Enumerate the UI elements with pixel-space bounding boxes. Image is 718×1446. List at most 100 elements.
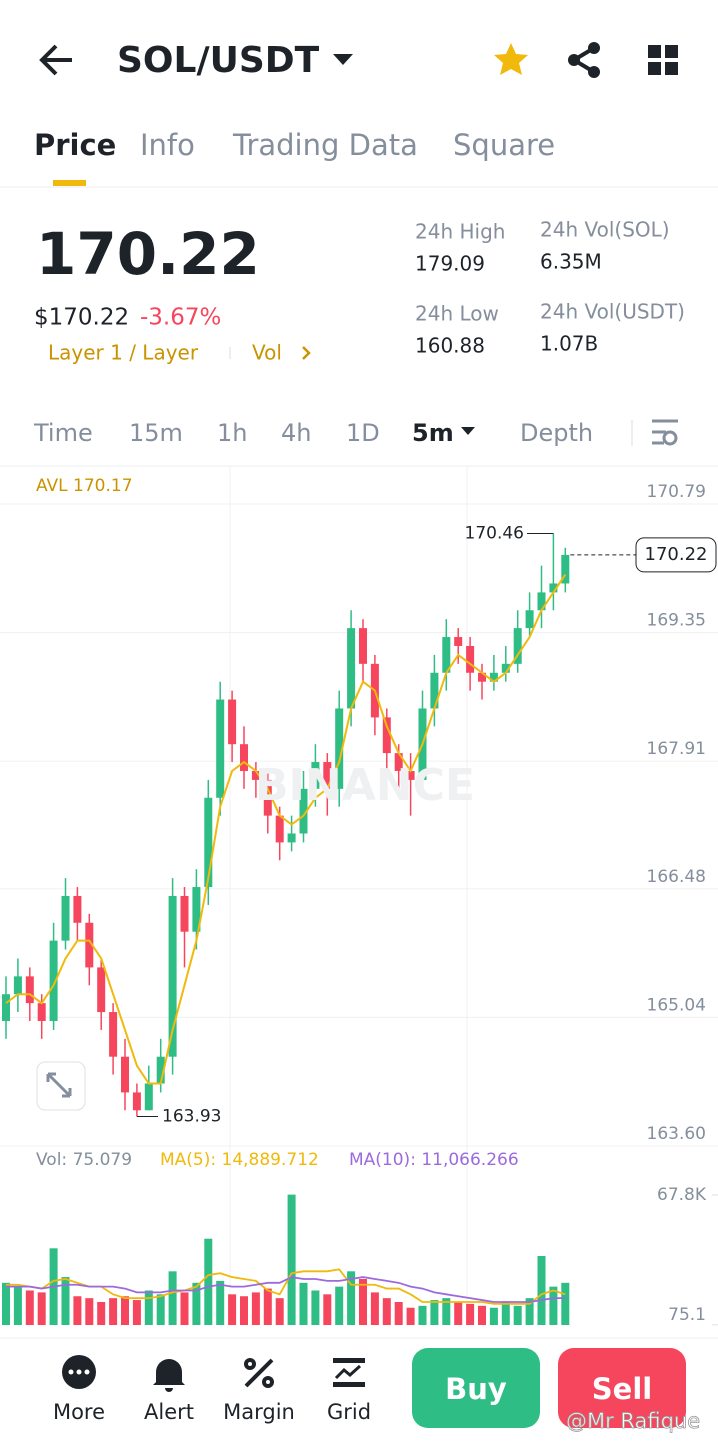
candle-body [144,1083,153,1111]
volume-bar [561,1282,570,1325]
candle-body [156,1056,165,1084]
interval-dropdown[interactable] [461,427,475,435]
candle-body [25,976,34,1004]
candle-body [489,672,498,682]
candle-body [311,762,320,789]
toolbar-label[interactable]: Grid [327,1400,371,1424]
candle-body [49,940,58,1021]
last-price-tag [635,537,717,573]
star-icon[interactable] [494,43,528,75]
candle-body [430,672,439,709]
dropdown-icon[interactable] [333,54,353,65]
volume-bar [109,1298,118,1325]
toolbar-label[interactable]: Margin [223,1400,295,1424]
candle-body [335,708,344,789]
sell-label[interactable]: Sell [592,1372,652,1406]
candle-body [513,628,522,664]
vol-tick-label: 67.8K [657,1185,707,1205]
candle-body [121,1056,129,1093]
volume-bar [513,1305,522,1325]
volume-bar [311,1290,320,1325]
stat-label: 24h Low [415,302,499,326]
candle-body [263,779,272,816]
volume-bar [394,1301,403,1325]
candle-body [287,833,296,843]
volume-bar [275,1298,284,1325]
interval[interactable]: Depth [520,419,593,447]
last-price: 170.22 [36,220,260,288]
candle-body [168,895,177,1057]
vol-ma10-label: MA(10): 11,066.266 [349,1150,519,1170]
vol-ma5-label: MA(5): 14,889.712 [160,1150,319,1170]
more-icon[interactable] [62,1355,96,1389]
candle-body [501,663,510,673]
interval[interactable]: 4h [281,419,311,447]
volume-bar [204,1238,213,1325]
volume-bar [537,1255,546,1325]
sell-button[interactable] [558,1348,686,1428]
y-tick-label: 165.04 [647,995,706,1015]
change: -3.67% [140,305,221,331]
high-annotation: 170.46 [465,523,524,543]
tab[interactable]: Price [34,128,116,162]
settings-icon[interactable] [652,419,678,446]
share-icon[interactable] [568,42,600,78]
volume-bar [501,1301,510,1325]
candle-body [109,1012,118,1057]
vol-label: Vol: 75.079 [36,1150,132,1170]
candle-body [561,554,570,584]
candle-chart: 170.79 169.35 167.91 166.48 165.04 163.60 170.… [0,482,718,1326]
alert-icon[interactable] [153,1359,185,1392]
back-icon[interactable] [39,44,72,76]
candle-body [347,628,356,709]
tab[interactable]: Info [140,128,195,162]
tag[interactable]: Vol [252,341,282,365]
candle-body [299,788,308,834]
tab[interactable]: Square [453,128,555,162]
volume-bar [489,1307,498,1325]
candle-body [13,976,22,995]
vol-ma10-line [6,1276,566,1303]
candle-body [240,744,248,771]
volume-bar [299,1282,308,1325]
y-tick-label: 167.91 [647,739,706,759]
y-tick-label: 170.79 [647,482,706,502]
volume-bar [168,1271,177,1325]
candle-body [2,994,10,1021]
interval[interactable]: 5m [412,419,454,447]
candle-body [537,592,546,611]
stat-value: 6.35M [540,250,602,274]
candle-body [406,770,415,780]
last-price-label: 170.22 [645,544,708,565]
stat-value: 160.88 [415,334,485,358]
vol-tick-label: 75.1 [668,1305,706,1325]
buy-button[interactable] [412,1348,540,1428]
grid-bot-icon[interactable] [333,1358,365,1387]
candle-body [216,699,225,798]
candle-body [37,1003,46,1021]
grid-icon[interactable] [648,45,678,75]
buy-label[interactable]: Buy [445,1372,507,1406]
volume-bar [132,1300,141,1325]
watermark: BINANCE [255,760,475,811]
volume-bar [2,1282,10,1325]
candle-body [275,815,284,843]
interval[interactable]: 15m [129,419,183,447]
candle-body [73,895,82,923]
candle-body [192,887,201,932]
interval[interactable]: Time [33,419,93,447]
interval[interactable]: 1D [346,419,380,447]
candle-body [251,770,260,780]
tag[interactable]: Layer 1 / Layer [48,341,199,365]
tab[interactable]: Trading Data [232,128,418,162]
toolbar-label[interactable]: More [53,1400,105,1424]
title[interactable]: SOL/USDT [117,40,320,81]
volume-bar [478,1305,486,1325]
candle-body [132,1092,141,1111]
interval[interactable]: 1h [217,419,247,447]
margin-icon[interactable] [244,1358,274,1388]
toolbar-label[interactable]: Alert [144,1400,194,1424]
watermark: @Mr Rafique [566,1409,700,1433]
volume-bar [121,1296,129,1325]
